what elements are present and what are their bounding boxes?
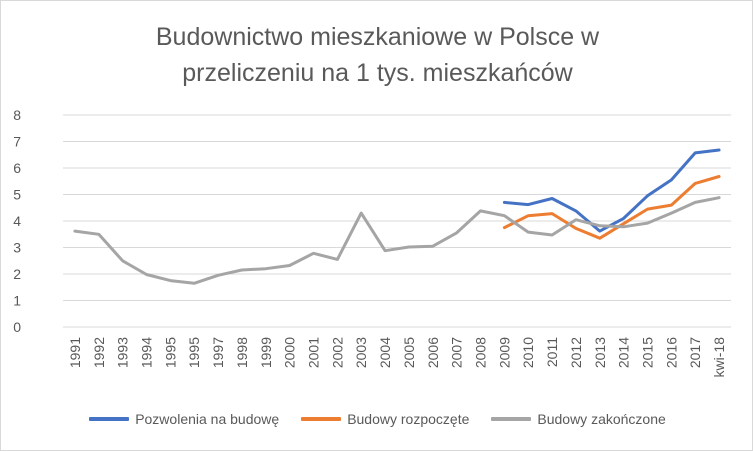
legend-swatch-pozwolenia [89, 417, 130, 421]
x-tick-label: 2006 [425, 337, 441, 368]
series-line-2 [73, 196, 721, 285]
y-tick-label: 0 [13, 319, 21, 335]
x-tick-label: 1999 [258, 337, 274, 368]
legend-swatch-rozpoczete [301, 417, 342, 421]
x-tick-label: 2016 [663, 337, 679, 368]
legend-item-zakonczone: Budowy zakończone [491, 411, 666, 427]
x-tick-label: 2003 [353, 337, 369, 368]
y-tick-label: 7 [13, 134, 21, 150]
x-tick-label: 2012 [568, 337, 584, 368]
x-tick-label: 2009 [496, 337, 512, 368]
y-tick-label: 5 [13, 187, 21, 203]
x-tick-label: 1998 [234, 337, 250, 368]
x-tick-label: 2013 [592, 337, 608, 368]
chart-title-line-2: przeliczeniu na 1 tys. mieszkańców [182, 59, 573, 87]
series-line-0 [502, 148, 721, 233]
series-line-1 [502, 175, 721, 240]
x-tick-label: 1995 [186, 337, 202, 368]
y-tick-label: 8 [13, 107, 21, 123]
x-tick-label: 2014 [616, 337, 632, 368]
y-tick-label: 4 [13, 213, 21, 229]
x-tick-label: 2001 [306, 337, 322, 368]
y-tick-label: 3 [13, 240, 21, 256]
x-tick-label: 1994 [139, 337, 155, 368]
x-tick-label: 2002 [329, 337, 345, 368]
legend-label-pozwolenia: Pozwolenia na budowę [135, 411, 280, 427]
x-tick-label: kwi-18 [711, 337, 727, 378]
legend-label-zakonczone: Budowy zakończone [537, 411, 666, 427]
x-tick-label: 1991 [67, 337, 83, 368]
x-tick-label: 2017 [687, 337, 703, 368]
x-tick-label: 1997 [210, 337, 226, 368]
x-tick-label: 2010 [520, 337, 536, 368]
x-tick-label: 1992 [91, 337, 107, 368]
x-tick-label: 2004 [377, 337, 393, 368]
x-tick-label: 1993 [115, 337, 131, 368]
x-tick-label: 2000 [282, 337, 298, 368]
x-tick-label: 2011 [544, 337, 560, 367]
x-tick-label: 2007 [449, 337, 465, 368]
legend-label-rozpoczete: Budowy rozpoczęte [347, 411, 470, 427]
legend-swatch-zakonczone [491, 417, 532, 421]
y-tick-label: 2 [13, 266, 21, 282]
y-tick-label: 6 [13, 160, 21, 176]
x-tick-label: 1995 [162, 337, 178, 368]
legend-item-rozpoczete: Budowy rozpoczęte [301, 411, 469, 427]
y-tick-label: 1 [13, 293, 21, 309]
chart-title-line-1: Budownictwo mieszkaniowe w Polsce w [155, 23, 600, 51]
legend: Pozwolenia na budowę Budowy rozpoczęte B… [1, 411, 753, 427]
legend-item-pozwolenia: Pozwolenia na budowę [89, 411, 279, 427]
x-tick-label: 2015 [640, 337, 656, 368]
x-tick-label: 2008 [473, 337, 489, 368]
x-tick-label: 2005 [401, 337, 417, 368]
